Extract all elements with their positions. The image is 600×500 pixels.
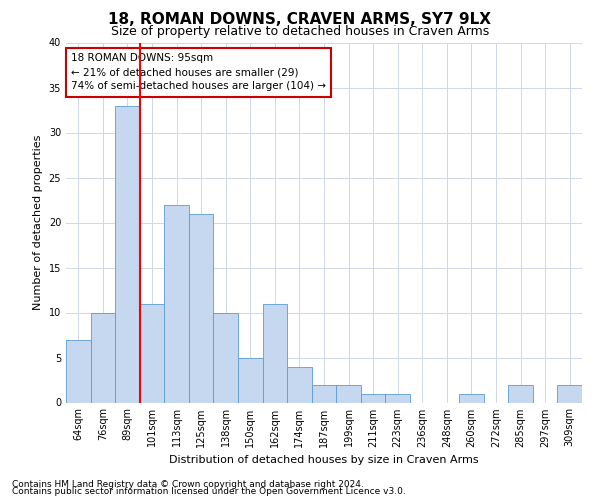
Bar [140,304,164,402]
Bar [385,394,410,402]
Bar [189,214,214,402]
Bar [336,384,361,402]
Text: Contains public sector information licensed under the Open Government Licence v3: Contains public sector information licen… [12,487,406,496]
Text: Contains HM Land Registry data © Crown copyright and database right 2024.: Contains HM Land Registry data © Crown c… [12,480,364,489]
Bar [312,384,336,402]
Bar [238,358,263,403]
X-axis label: Distribution of detached houses by size in Craven Arms: Distribution of detached houses by size … [169,455,479,465]
Bar [508,384,533,402]
Bar [361,394,385,402]
Bar [459,394,484,402]
Bar [557,384,582,402]
Bar [164,204,189,402]
Bar [115,106,140,403]
Bar [263,304,287,402]
Text: Size of property relative to detached houses in Craven Arms: Size of property relative to detached ho… [111,25,489,38]
Bar [287,366,312,402]
Text: 18, ROMAN DOWNS, CRAVEN ARMS, SY7 9LX: 18, ROMAN DOWNS, CRAVEN ARMS, SY7 9LX [109,12,491,28]
Bar [66,340,91,402]
Bar [91,312,115,402]
Text: 18 ROMAN DOWNS: 95sqm
← 21% of detached houses are smaller (29)
74% of semi-deta: 18 ROMAN DOWNS: 95sqm ← 21% of detached … [71,54,326,92]
Y-axis label: Number of detached properties: Number of detached properties [33,135,43,310]
Bar [214,312,238,402]
